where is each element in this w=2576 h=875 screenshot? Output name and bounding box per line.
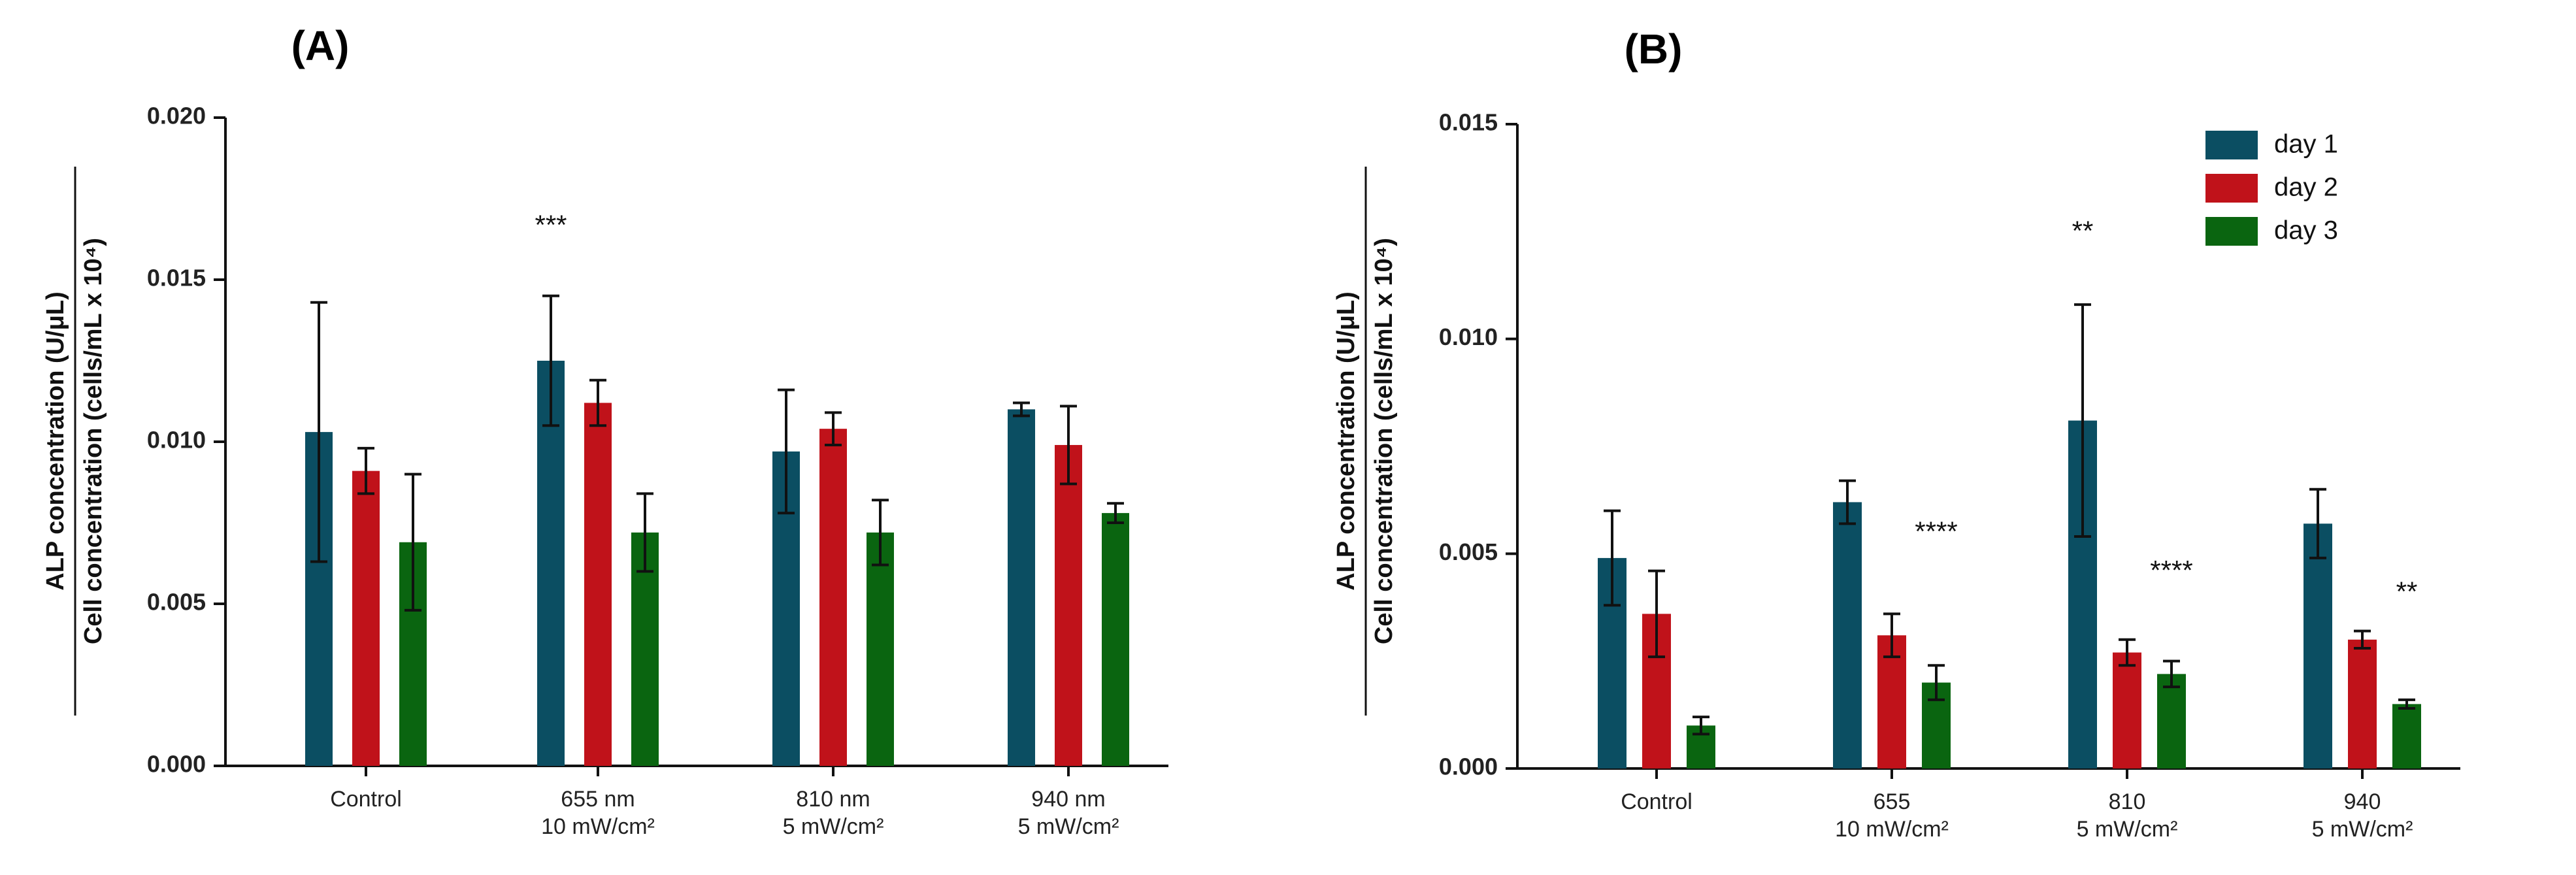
x-tick-label: 940 [2344,789,2381,814]
panel-label: (B) [1625,25,1683,73]
x-tick-label-sub: 10 mW/cm² [541,814,655,839]
y-axis-label: ALP concentration (U/μL) Cell concentrati… [42,167,107,716]
legend-swatch [2205,217,2258,246]
significance-annotation: ** [2072,215,2094,246]
y-label-denominator: Cell concentration (cells/mL x 10⁴) [1370,238,1398,644]
bar-1 [537,361,565,766]
bar-1 [2304,523,2332,768]
panel-b: (B) 0.000 0.005 0.010 0.015 ALP concentration… [1332,25,2460,842]
x-tick-label: 940 nm [1031,787,1105,812]
y-tick-label: 0.000 [1439,753,1498,780]
y-tick-label: 0.020 [147,103,206,129]
x-tick-label-sub: 5 mW/cm² [2312,817,2413,842]
bar-2 [2113,652,2141,768]
legend-label: day 1 [2274,130,2338,159]
bar-3 [1102,513,1129,766]
x-tick-label-sub: 5 mW/cm² [2077,817,2178,842]
legend: day 1 day 2 day 3 [2205,130,2338,246]
y-label-denominator: Cell concentration (cells/mL x 10⁴) [80,238,107,644]
significance-annotation: **** [1915,516,1957,547]
y-tick-label: 0.015 [1439,109,1498,136]
x-tick-label: 655 nm [561,787,635,812]
y-tick-label: 0.005 [1439,538,1498,565]
y-axis-label: ALP concentration (U/μL) Cell concentrati… [1332,167,1398,716]
bar-3 [2157,674,2186,768]
significance-annotation: *** [535,210,567,240]
legend-label: day 3 [2274,216,2338,245]
x-tick-label-sub: 5 mW/cm² [1018,814,1119,839]
panel-a: (A) 0.000 0.005 0.010 0.015 0.020 ALP concentr… [42,22,1168,839]
x-tick-label-sub: 10 mW/cm² [1835,817,1949,842]
y-tick-label: 0.005 [147,589,206,616]
significance-annotation: **** [2150,555,2192,586]
bar-2 [1055,444,1082,766]
legend-swatch [2205,131,2258,159]
bar-2 [352,471,380,766]
y-tick-label: 0.010 [147,427,206,454]
bar-3 [2392,704,2421,768]
x-tick-label: 810 nm [796,787,870,812]
y-tick-label: 0.000 [147,751,206,778]
panel-label: (A) [291,22,350,69]
y-tick-label: 0.010 [1439,323,1498,350]
x-tick-label: Control [1621,789,1693,814]
significance-annotation: ** [2396,576,2418,607]
x-tick-label-sub: 5 mW/cm² [783,814,884,839]
x-tick-label: Control [330,787,402,812]
bar-3 [867,532,894,766]
y-label-numerator: ALP concentration (U/μL) [42,291,69,590]
bar-2 [2348,639,2377,768]
bar-1 [1833,502,1862,768]
x-tick-label: 810 [2109,789,2146,814]
legend-swatch [2205,174,2258,203]
bar-2 [584,403,612,766]
y-label-numerator: ALP concentration (U/μL) [1332,291,1360,590]
legend-label: day 2 [2274,173,2338,202]
bar-2 [819,429,847,766]
bar-1 [1008,409,1035,766]
x-tick-label: 655 [1874,789,1911,814]
y-tick-label: 0.015 [147,265,206,291]
